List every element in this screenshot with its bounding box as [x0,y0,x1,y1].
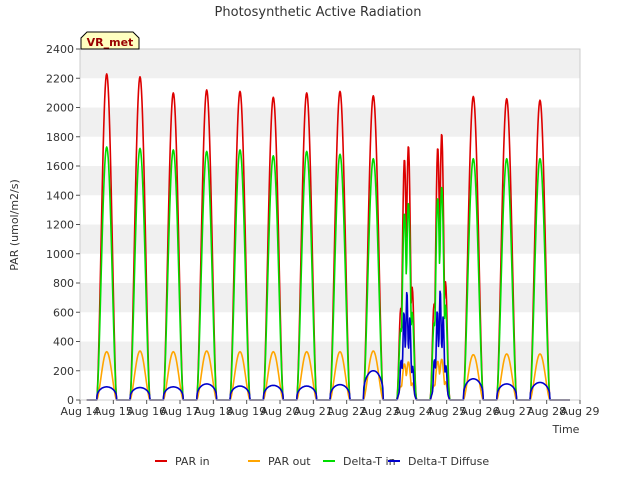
x-tick-label: Aug 15 [94,405,133,418]
y-tick-label: 1600 [46,160,74,173]
x-tick-label: Aug 14 [61,405,100,418]
x-tick-label: Aug 19 [227,405,266,418]
x-tick-label: Aug 21 [294,405,333,418]
x-tick-label: Aug 16 [127,405,166,418]
x-axis-label: Time [552,423,580,436]
y-tick-label: 1000 [46,248,74,261]
grid-band [80,341,580,371]
legend-label: PAR in [175,455,210,468]
x-tick-label: Aug 29 [561,405,600,418]
grid-band [80,166,580,196]
grid-band [80,136,580,166]
y-tick-label: 2200 [46,72,74,85]
x-tick-label: Aug 26 [461,405,500,418]
y-tick-label: 600 [53,306,74,319]
grid-band [80,224,580,254]
x-tick-label: Aug 23 [361,405,400,418]
legend-label: PAR out [268,455,311,468]
grid-band [80,49,580,79]
grid-bands [80,49,580,400]
annotation-tag-shape [80,31,140,50]
chart-title: Photosynthetic Active Radiation [215,5,422,20]
y-tick-label: 1800 [46,131,74,144]
grid-band [80,312,580,342]
annotation-label: VR_met [87,36,134,49]
x-tick-label: Aug 25 [427,405,466,418]
y-tick-label: 2400 [46,43,74,56]
legend-label: Delta-T Diffuse [408,455,489,468]
x-tick-label: Aug 22 [327,405,366,418]
y-tick-label: 400 [53,336,74,349]
annotation-box: VR_met [80,31,140,50]
grid-band [80,195,580,225]
x-tick-label: Aug 17 [161,405,200,418]
y-tick-label: 2000 [46,102,74,115]
y-axis-label: PAR (umol/m2/s) [8,179,21,271]
grid-band [80,107,580,137]
y-tick-label: 1200 [46,219,74,232]
grid-band [80,78,580,108]
x-tick-label: Aug 20 [261,405,300,418]
y-tick-label: 1400 [46,189,74,202]
y-tick-label: 0 [67,394,74,407]
legend: PAR in PAR out Delta-T in Delta-T Diffuse [155,455,489,468]
x-tick-label: Aug 24 [394,405,433,418]
x-tick-label: Aug 27 [494,405,533,418]
y-tick-label: 200 [53,365,74,378]
legend-label: Delta-T in [343,455,396,468]
x-tick-label: Aug 18 [194,405,233,418]
x-tick-label: Aug 28 [527,405,566,418]
y-tick-label: 800 [53,277,74,290]
grid-band [80,283,580,313]
grid-band [80,253,580,283]
y-axis: 0 200 400 600 800 1000 1200 1400 1600 1800 2000 220… [46,43,80,407]
